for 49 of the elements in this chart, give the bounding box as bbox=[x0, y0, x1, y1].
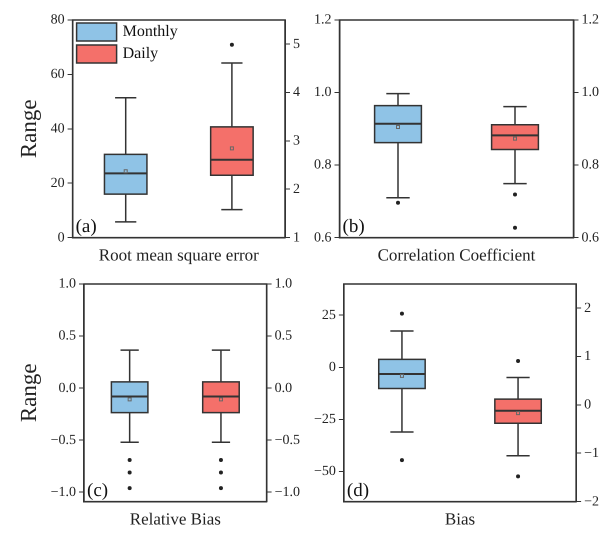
y-tick-label: −25 bbox=[314, 412, 336, 428]
y-axis-title: Range bbox=[16, 363, 41, 422]
y2-tick-label: 1.0 bbox=[274, 276, 292, 292]
y-tick-label: 1.0 bbox=[314, 85, 332, 100]
y-tick-label: 80 bbox=[50, 12, 65, 28]
x-axis-title: Relative Bias bbox=[130, 509, 221, 528]
y-tick-label: 0 bbox=[328, 360, 336, 375]
y2-tick-label: 1 bbox=[584, 349, 592, 364]
y2-tick-label: 1.2 bbox=[582, 12, 599, 28]
y-tick-label: 0.6 bbox=[314, 230, 332, 246]
y-tick-label: 0.8 bbox=[314, 158, 332, 173]
y2-tick-label: 5 bbox=[293, 36, 300, 52]
annotation: (a) bbox=[76, 216, 97, 238]
y2-tick-label: −0.5 bbox=[274, 432, 300, 448]
y2-tick-label: 1 bbox=[293, 230, 300, 246]
y2-tick-label: 4 bbox=[293, 85, 300, 100]
y2-tick-label: 2 bbox=[293, 182, 300, 197]
annotation: (c) bbox=[86, 480, 108, 502]
y2-tick-label: 0 bbox=[584, 398, 592, 413]
y2-tick-label: 0.8 bbox=[582, 158, 599, 173]
y2-tick-label: 0.5 bbox=[274, 328, 292, 344]
legend-label: Daily bbox=[122, 45, 158, 62]
y2-tick-label: −2 bbox=[584, 494, 600, 510]
y-tick-label: 0.0 bbox=[58, 380, 76, 396]
y2-tick-label: 0.0 bbox=[274, 380, 292, 396]
y-tick-label: 40 bbox=[50, 121, 65, 136]
y-tick-label: 25 bbox=[322, 308, 336, 323]
annotation: (d) bbox=[346, 480, 370, 502]
y-tick-label: 1.2 bbox=[314, 12, 332, 28]
x-axis-title: Root mean square error bbox=[98, 245, 260, 264]
y2-tick-label: 2 bbox=[584, 300, 592, 316]
y-tick-label: −1.0 bbox=[50, 484, 76, 500]
x-axis-title: Correlation Coefficient bbox=[378, 245, 536, 264]
y-tick-label: 1.0 bbox=[58, 276, 76, 292]
y-tick-label: −0.5 bbox=[50, 432, 76, 448]
y-axis-title: Range bbox=[16, 99, 41, 158]
y2-tick-label: −1 bbox=[584, 446, 600, 461]
y-tick-label: 20 bbox=[50, 176, 65, 191]
y-tick-label: −50 bbox=[314, 464, 336, 480]
legend-label: Monthly bbox=[122, 23, 178, 40]
y2-tick-label: 3 bbox=[293, 134, 300, 149]
y2-tick-label: 0.6 bbox=[582, 230, 599, 246]
y2-tick-label: 1.0 bbox=[582, 85, 599, 100]
y-tick-label: 60 bbox=[50, 67, 65, 82]
annotation: (b) bbox=[342, 216, 365, 238]
x-axis-title: Bias bbox=[444, 509, 476, 528]
y-tick-label: 0.5 bbox=[58, 328, 76, 344]
y-tick-label: 0 bbox=[58, 230, 65, 246]
y2-tick-label: −1.0 bbox=[274, 484, 300, 500]
